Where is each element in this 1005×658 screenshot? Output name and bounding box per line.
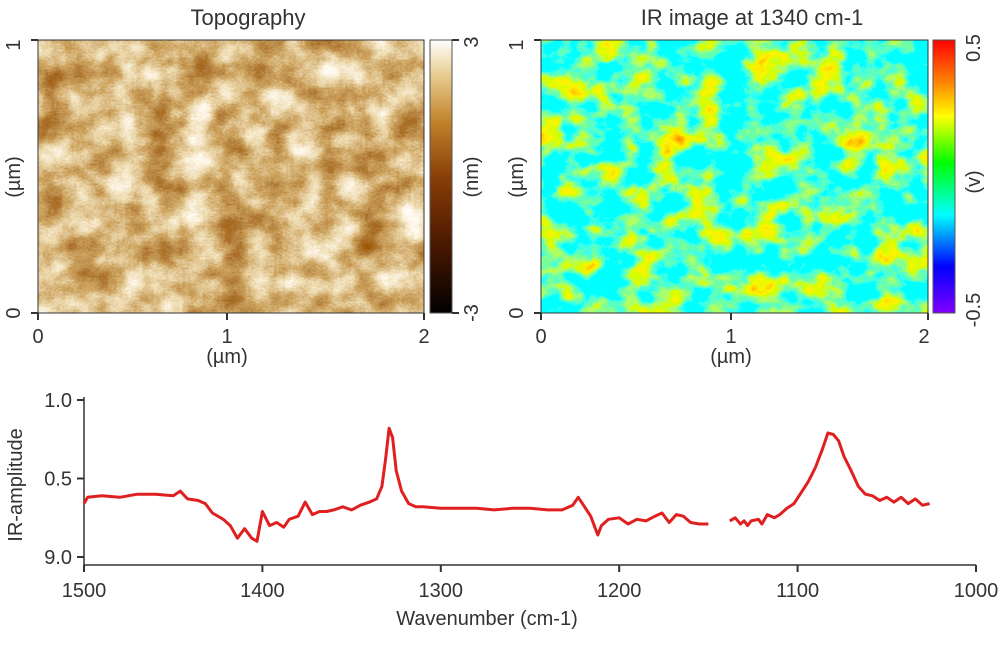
spectrum-xtick-label-0: 1500 <box>62 580 107 602</box>
spectrum-y-ticks: 1.0 0.5 9.0 <box>44 390 84 569</box>
topography-frame <box>37 39 425 314</box>
spectrum-xtick-label-4: 1100 <box>776 580 819 602</box>
ir-image <box>541 40 928 313</box>
topo-cbar-label: (nm) <box>461 156 483 197</box>
topography-colorbar <box>430 40 452 313</box>
ir-xlabel: (µm) <box>710 346 752 368</box>
ir-xtick-0: 0 <box>535 326 546 348</box>
spectrum-xlabel: Wavenumber (cm-1) <box>396 608 578 630</box>
spectrum-x-ticks: 1500 1400 1300 1200 1100 1000 <box>62 565 999 602</box>
topography-panel: Topography 0 1 2 (µm) 0 1 (µm) 3 -3 (nm) <box>3 5 483 368</box>
spectrum-xtick-label-2: 1300 <box>419 580 464 602</box>
ir-ytick-0: 0 <box>506 307 528 318</box>
topography-colorbar-ticks <box>452 39 459 314</box>
ir-image-frame <box>540 39 929 314</box>
spectrum-ytick-label-1: 0.5 <box>44 469 72 491</box>
topography-title: Topography <box>191 5 306 30</box>
topo-ytick-0: 0 <box>3 307 25 318</box>
spectrum-xtick-label-1: 1400 <box>240 580 285 602</box>
topo-cbar-min: -3 <box>461 304 483 322</box>
topo-ytick-1: 1 <box>3 39 25 50</box>
ir-ylabel: (µm) <box>506 156 528 198</box>
topo-xtick-0: 0 <box>32 326 43 348</box>
topo-xtick-2: 2 <box>418 326 429 348</box>
spectrum-series <box>82 426 930 543</box>
topography-colorbar-frame <box>429 39 453 314</box>
spectrum-ylabel: IR-amplitude <box>5 428 27 541</box>
spectrum-line-segment-0-0 <box>82 426 709 543</box>
topo-xtick-1: 1 <box>221 326 232 348</box>
spectrum-xtick-label-5: 1000 <box>954 580 999 602</box>
ir-cbar-max: 0.5 <box>963 34 985 62</box>
topography-image <box>38 40 424 313</box>
ir-ytick-1: 1 <box>506 39 528 50</box>
ir-colorbar-frame <box>932 39 956 314</box>
ir-xtick-2: 2 <box>918 326 929 348</box>
topo-cbar-max: 3 <box>461 36 483 47</box>
ir-cbar-min: -0.5 <box>963 293 985 327</box>
ir-xtick-1: 1 <box>725 326 736 348</box>
ir-colorbar <box>933 40 955 313</box>
spectrum-xtick-label-3: 1200 <box>597 580 642 602</box>
topo-xlabel: (µm) <box>206 346 248 368</box>
spectrum-panel: 1500 1400 1300 1200 1100 1000 1.0 0.5 9.0 Waven… <box>5 390 998 630</box>
ir-image-title: IR image at 1340 cm-1 <box>641 5 864 30</box>
spectrum-line-segment-0-1 <box>729 431 930 528</box>
ir-image-panel: IR image at 1340 cm-1 0 1 2 (µm) 0 1 (µm… <box>506 5 985 368</box>
topo-ylabel: (µm) <box>3 156 25 198</box>
ir-cbar-label: (v) <box>963 170 985 193</box>
spectrum-ytick-label-0: 1.0 <box>44 390 72 412</box>
ir-image-ticks <box>534 39 929 320</box>
spectrum-ytick-label-2: 9.0 <box>44 547 72 569</box>
topography-ticks <box>31 39 425 320</box>
